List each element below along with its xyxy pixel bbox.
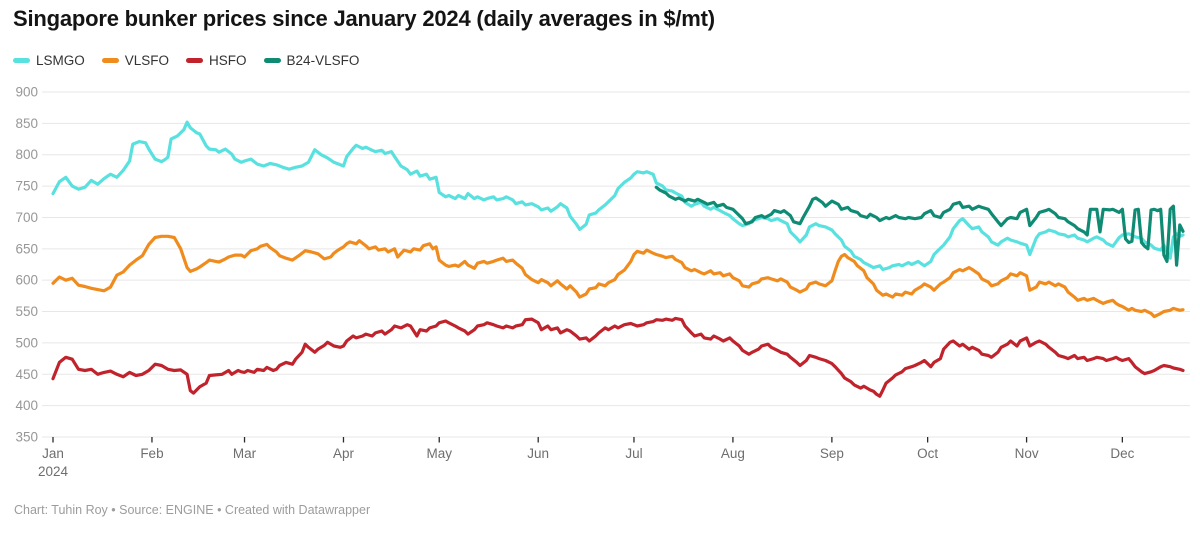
y-axis-label: 600 [15, 273, 38, 288]
series-line-lsmgo [51, 120, 1185, 272]
legend-label: VLSFO [124, 53, 170, 68]
y-axis-label: 800 [15, 147, 38, 162]
chart-footer: Chart: Tuhin Roy • Source: ENGINE • Crea… [14, 503, 371, 517]
x-axis-label: Dec [1110, 446, 1134, 461]
x-axis-label: Jun [527, 446, 549, 461]
legend-label: HSFO [209, 53, 247, 68]
legend-label: LSMGO [36, 53, 85, 68]
legend-item-hsfo: HSFO [186, 53, 247, 68]
y-axis-label: 700 [15, 210, 38, 225]
x-axis-label: Apr [333, 446, 355, 461]
y-axis-label: 850 [15, 116, 38, 131]
chart-title: Singapore bunker prices since January 20… [13, 6, 715, 31]
y-axis-label: 400 [15, 398, 38, 413]
y-axis-label: 650 [15, 241, 38, 256]
series-line-b24-vlsfo [654, 185, 1185, 267]
series-line-hsfo [51, 316, 1185, 398]
x-axis-label: Sep [820, 446, 844, 461]
y-axis-label: 350 [15, 430, 38, 445]
x-axis-label: Oct [917, 446, 938, 461]
series-line-vlsfo [51, 234, 1185, 319]
legend-item-vlsfo: VLSFO [101, 53, 170, 68]
x-axis-label: Jul [625, 446, 642, 461]
legend: LSMGO VLSFO HSFO B24-VLSFO [13, 53, 359, 68]
legend-swatch [13, 58, 30, 63]
legend-item-b24-vlsfo: B24-VLSFO [263, 53, 360, 68]
x-axis-label: May [426, 446, 452, 461]
legend-swatch [186, 58, 204, 63]
x-axis-year-label: 2024 [38, 464, 69, 479]
x-axis-label: Jan [42, 446, 64, 461]
x-axis-label: Nov [1015, 446, 1039, 461]
legend-item-lsmgo: LSMGO [13, 53, 85, 68]
legend-swatch [101, 58, 119, 63]
y-axis-label: 750 [15, 179, 38, 194]
y-axis-label: 550 [15, 304, 38, 319]
x-axis-label: Mar [233, 446, 257, 461]
legend-label: B24-VLSFO [286, 53, 360, 68]
y-axis-label: 500 [15, 335, 38, 350]
y-axis-label: 450 [15, 367, 38, 382]
legend-swatch [263, 58, 281, 63]
y-axis-label: 900 [15, 85, 38, 100]
x-axis-label: Aug [721, 446, 745, 461]
x-axis-label: Feb [140, 446, 163, 461]
